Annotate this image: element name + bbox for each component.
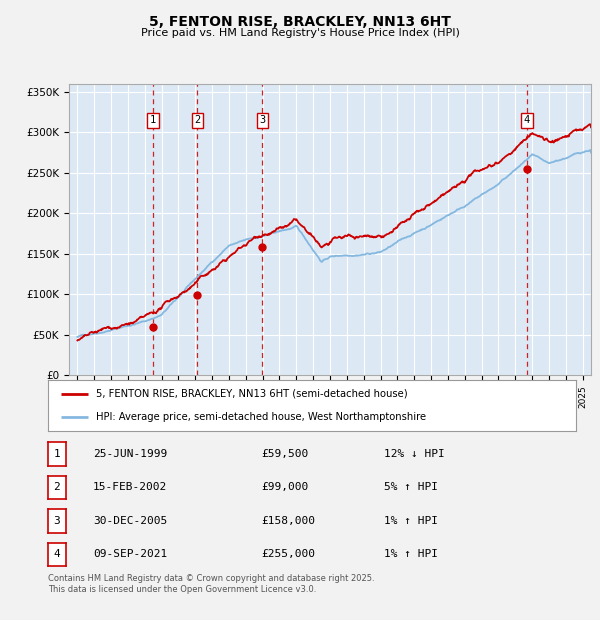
Text: 3: 3 [259, 115, 266, 125]
Text: 5, FENTON RISE, BRACKLEY, NN13 6HT: 5, FENTON RISE, BRACKLEY, NN13 6HT [149, 16, 451, 30]
Text: 5% ↑ HPI: 5% ↑ HPI [384, 482, 438, 492]
Text: 12% ↓ HPI: 12% ↓ HPI [384, 449, 445, 459]
Text: £158,000: £158,000 [261, 516, 315, 526]
Text: 09-SEP-2021: 09-SEP-2021 [93, 549, 167, 559]
Text: 3: 3 [53, 516, 61, 526]
Text: 4: 4 [53, 549, 61, 559]
Text: 4: 4 [524, 115, 530, 125]
Text: 2: 2 [194, 115, 200, 125]
Text: 1% ↑ HPI: 1% ↑ HPI [384, 549, 438, 559]
Text: 2: 2 [53, 482, 61, 492]
Text: £59,500: £59,500 [261, 449, 308, 459]
Text: £99,000: £99,000 [261, 482, 308, 492]
Text: 1% ↑ HPI: 1% ↑ HPI [384, 516, 438, 526]
Text: 25-JUN-1999: 25-JUN-1999 [93, 449, 167, 459]
Text: HPI: Average price, semi-detached house, West Northamptonshire: HPI: Average price, semi-detached house,… [95, 412, 425, 422]
Text: 1: 1 [150, 115, 156, 125]
Text: 1: 1 [53, 449, 61, 459]
Text: 15-FEB-2002: 15-FEB-2002 [93, 482, 167, 492]
Text: 5, FENTON RISE, BRACKLEY, NN13 6HT (semi-detached house): 5, FENTON RISE, BRACKLEY, NN13 6HT (semi… [95, 389, 407, 399]
Text: £255,000: £255,000 [261, 549, 315, 559]
Text: 30-DEC-2005: 30-DEC-2005 [93, 516, 167, 526]
Text: Contains HM Land Registry data © Crown copyright and database right 2025.
This d: Contains HM Land Registry data © Crown c… [48, 574, 374, 593]
Text: Price paid vs. HM Land Registry's House Price Index (HPI): Price paid vs. HM Land Registry's House … [140, 28, 460, 38]
